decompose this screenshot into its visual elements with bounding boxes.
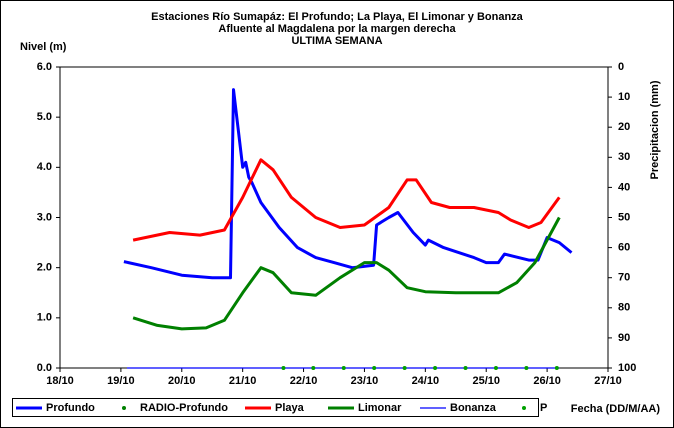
y2-tick-label: 100 bbox=[618, 362, 636, 374]
y2-tick-label: 0 bbox=[618, 61, 624, 73]
chart-subtitle: ULTIMA SEMANA bbox=[291, 35, 382, 47]
point bbox=[554, 366, 559, 370]
point bbox=[402, 366, 407, 370]
legend-marker bbox=[122, 406, 126, 410]
point bbox=[311, 366, 316, 370]
x-tick-label: 20/10 bbox=[168, 375, 196, 387]
point bbox=[433, 366, 438, 370]
x-tick-label: 23/10 bbox=[351, 375, 379, 387]
y2-tick-label: 90 bbox=[618, 332, 630, 344]
series-line bbox=[132, 158, 561, 242]
x-tick-label: 27/10 bbox=[594, 375, 622, 387]
y-tick-label: 5.0 bbox=[37, 111, 52, 123]
legend-label: Profundo bbox=[46, 402, 95, 414]
legend-label: RADIO-Profundo bbox=[140, 402, 228, 414]
series-line bbox=[123, 88, 573, 280]
legend-label: P bbox=[540, 402, 547, 414]
point bbox=[372, 366, 377, 370]
y-tick-label: 6.0 bbox=[37, 61, 52, 73]
x-tick-label: 22/10 bbox=[290, 375, 318, 387]
y-axis-label: Nivel (m) bbox=[20, 41, 67, 53]
y2-tick-label: 40 bbox=[618, 181, 630, 193]
x-tick-label: 18/10 bbox=[46, 375, 74, 387]
y2-tick-label: 20 bbox=[618, 121, 630, 133]
y-tick-label: 3.0 bbox=[37, 211, 52, 223]
y-tick-label: 2.0 bbox=[37, 262, 52, 274]
series-line bbox=[132, 216, 561, 331]
y2-tick-label: 50 bbox=[618, 211, 630, 223]
x-tick-label: 21/10 bbox=[229, 375, 257, 387]
legend-label: Playa bbox=[275, 402, 305, 414]
legend-label: Bonanza bbox=[450, 402, 497, 414]
x-tick-label: 24/10 bbox=[412, 375, 440, 387]
legend-box bbox=[12, 398, 539, 417]
x-tick-label: 19/10 bbox=[107, 375, 135, 387]
y2-tick-label: 30 bbox=[618, 151, 630, 163]
point bbox=[281, 366, 286, 370]
x-tick-label: 26/10 bbox=[533, 375, 561, 387]
x-axis-label: Fecha (DD/M/AA) bbox=[571, 403, 661, 415]
legend-marker bbox=[522, 406, 526, 410]
y-tick-label: 1.0 bbox=[37, 312, 52, 324]
point bbox=[341, 366, 346, 370]
y2-tick-label: 60 bbox=[618, 242, 630, 254]
y-tick-label: 4.0 bbox=[37, 161, 52, 173]
y-tick-label: 0.0 bbox=[37, 362, 52, 374]
point bbox=[524, 366, 529, 370]
chart-title: Estaciones Río Sumapáz: El Profundo; La … bbox=[151, 11, 524, 23]
y2-tick-label: 70 bbox=[618, 272, 630, 284]
y2-tick-label: 80 bbox=[618, 302, 630, 314]
point bbox=[493, 366, 498, 370]
y2-tick-label: 10 bbox=[618, 91, 630, 103]
y2-axis-label: Precipitacion (mm) bbox=[649, 80, 661, 179]
legend-label: Limonar bbox=[358, 402, 402, 414]
x-tick-label: 25/10 bbox=[472, 375, 500, 387]
point bbox=[463, 366, 468, 370]
chart-subtitle: Afluente al Magdalena por la margen dere… bbox=[218, 23, 456, 35]
